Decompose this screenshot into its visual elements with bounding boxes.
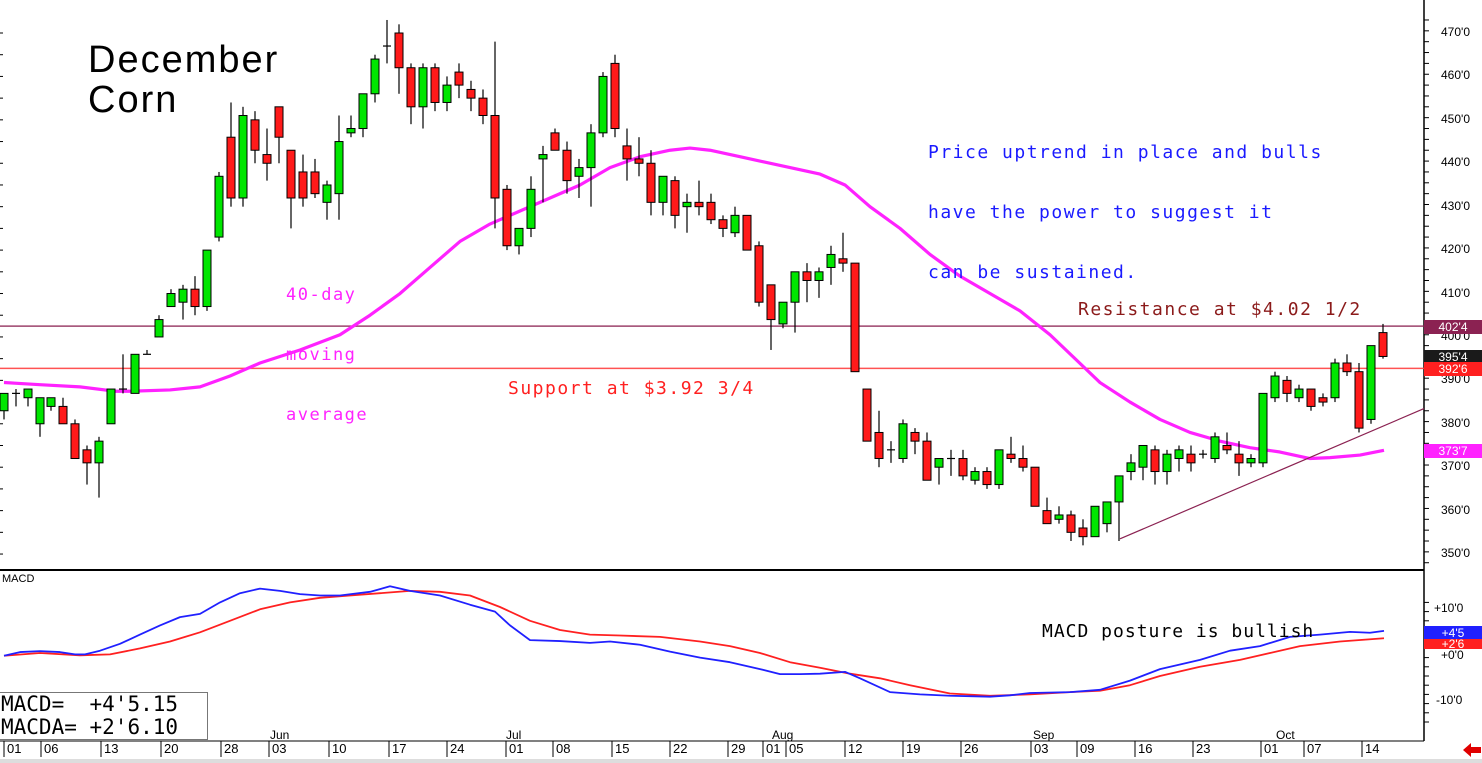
date-tick-label: 12 — [848, 741, 863, 756]
resistance-annotation: Resistance at $4.02 1/2 — [1078, 299, 1362, 320]
date-tick-label: 13 — [104, 741, 119, 756]
macda-value-label: MACDA= — [1, 715, 77, 739]
ma40-line — [3, 146, 1385, 461]
macda-value: +2'6.10 — [89, 715, 179, 739]
macd-value-tag: +4'5 — [1424, 626, 1482, 640]
moving-average-annotation: 40-day moving average — [286, 285, 369, 425]
ma40-price-tag: 373'7 — [1424, 444, 1482, 458]
macda-value-tag: +2'6 — [1424, 639, 1482, 649]
date-tick-label: 15 — [615, 741, 630, 756]
date-tick-label: 03 — [272, 741, 287, 756]
date-tick-label: 20 — [164, 741, 179, 756]
date-tick-label: 26 — [964, 741, 979, 756]
price-panel-frame — [0, 0, 1424, 570]
last-price-tag: 395'4 — [1424, 350, 1482, 364]
uptrend-line — [1119, 408, 1425, 540]
macd-value: +4'5.15 — [89, 692, 179, 716]
date-tick-label: 19 — [906, 741, 921, 756]
month-label: Oct — [1276, 728, 1295, 742]
month-label: Jul — [506, 728, 522, 742]
date-tick-label: 01 — [7, 741, 22, 756]
price-tick-label: 360'0 — [1441, 502, 1470, 517]
chart-title: December Corn — [88, 39, 280, 121]
price-tick-label: 460'0 — [1441, 68, 1470, 83]
month-label: Sep — [1033, 728, 1055, 742]
support-price-tag: 392'6 — [1424, 362, 1482, 376]
resistance-price-tag: 402'4 — [1424, 320, 1482, 334]
price-tick-label: 380'0 — [1441, 415, 1470, 430]
date-tick-label: 10 — [332, 741, 347, 756]
axis-ticks — [0, 19, 1429, 723]
macd-posture-annotation: MACD posture is bullish — [1042, 621, 1315, 642]
price-tick-label: 370'0 — [1441, 459, 1470, 474]
support-annotation: Support at $3.92 3/4 — [508, 378, 755, 399]
date-ticks — [3, 741, 1363, 757]
date-tick-label: 07 — [1307, 741, 1322, 756]
support-resistance-lines — [0, 325, 1424, 370]
macd-panel-label: MACD — [2, 573, 35, 585]
date-tick-label: 08 — [556, 741, 571, 756]
price-tick-label: 420'0 — [1441, 242, 1470, 257]
candlesticks — [0, 19, 1388, 546]
date-tick-label: 03 — [1034, 741, 1049, 756]
month-label: Aug — [772, 728, 794, 742]
price-tick-label: 410'0 — [1441, 285, 1470, 300]
date-tick-label: 17 — [392, 741, 407, 756]
scroll-back-arrow-icon[interactable] — [1463, 742, 1481, 758]
price-tick-label: 440'0 — [1441, 155, 1470, 170]
date-tick-label: 22 — [673, 741, 688, 756]
date-tick-label: 01 — [766, 741, 781, 756]
date-tick-label: 29 — [731, 741, 746, 756]
month-label: Jun — [270, 728, 290, 742]
macd-tick-plus10: +10'0 — [1434, 601, 1464, 615]
date-tick-label: 24 — [450, 741, 465, 756]
date-tick-label: 28 — [224, 741, 239, 756]
outlook-annotation: Price uptrend in place and bulls have th… — [928, 142, 1323, 283]
date-tick-label: 23 — [1196, 741, 1211, 756]
date-tick-label: 16 — [1138, 741, 1153, 756]
macd-tick-minus10: -10'0 — [1436, 693, 1463, 707]
date-tick-label: 01 — [509, 741, 524, 756]
price-tick-label: 350'0 — [1441, 546, 1470, 561]
date-tick-label: 09 — [1080, 741, 1095, 756]
price-tick-label: 450'0 — [1441, 111, 1470, 126]
date-tick-label: 01 — [1264, 741, 1279, 756]
price-tick-label: 430'0 — [1441, 198, 1470, 213]
date-tick-label: 06 — [44, 741, 59, 756]
macd-lines — [3, 585, 1385, 698]
price-tick-label: 470'0 — [1441, 25, 1470, 39]
macd-value-label: MACD= — [1, 692, 65, 716]
date-tick-label: 05 — [789, 741, 804, 756]
date-tick-label: 14 — [1365, 741, 1380, 756]
macd-values-box: MACD= +4'5.15 MACDA= +2'6.10 — [0, 692, 208, 740]
bottom-scrollbar[interactable] — [0, 759, 1482, 763]
macd-tick-zero: +0'0 — [1441, 648, 1464, 662]
